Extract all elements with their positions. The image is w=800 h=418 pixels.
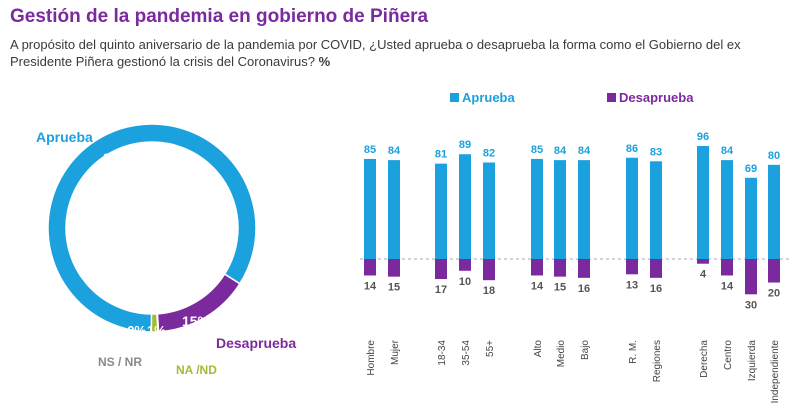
category-label-7: Medio [556, 340, 567, 368]
category-label-4: 35-54 [461, 340, 472, 366]
bar-value-aprueba-9: 86 [626, 143, 638, 155]
pie-category-aprueba: Aprueba [36, 129, 93, 145]
bar-desaprueba-13 [745, 259, 757, 295]
chart-subtitle: A propósito del quinto aniversario de la… [10, 36, 790, 70]
bar-value-aprueba-4: 89 [459, 139, 471, 151]
legend-label-desaprueba: Desaprueba [619, 90, 694, 105]
pie-label-aprueba: 84% [103, 150, 132, 166]
chart-title: Gestión de la pandemia en gobierno de Pi… [10, 6, 429, 27]
category-label-5: 55+ [485, 340, 496, 357]
pie-category-nand: NA /ND [176, 363, 217, 377]
bar-aprueba-5 [483, 162, 495, 259]
bar-desaprueba-7 [554, 259, 566, 277]
category-label-3: 18-34 [437, 340, 448, 366]
bar-value-desaprueba-3: 17 [435, 284, 447, 296]
bar-value-aprueba-11: 96 [697, 131, 709, 143]
bar-value-aprueba-14: 80 [768, 150, 780, 162]
bar-value-desaprueba-10: 16 [650, 283, 662, 295]
bar-aprueba-2 [388, 160, 400, 259]
category-label-14: Independiente [770, 340, 781, 404]
category-label-8: Bajo [580, 340, 591, 360]
bar-value-desaprueba-6: 14 [531, 280, 544, 292]
bar-value-desaprueba-2: 15 [388, 282, 400, 294]
bar-desaprueba-3 [435, 259, 447, 280]
bar-value-aprueba-7: 84 [554, 145, 567, 157]
bar-desaprueba-4 [459, 259, 471, 271]
bar-value-desaprueba-14: 20 [768, 288, 780, 300]
bar-value-desaprueba-12: 14 [721, 280, 734, 292]
legend-swatch-aprueba [450, 93, 459, 102]
bar-aprueba-10 [650, 161, 662, 259]
bar-desaprueba-9 [626, 259, 638, 275]
category-label-6: Alto [533, 340, 544, 358]
bar-value-aprueba-10: 83 [650, 146, 662, 158]
bar-value-aprueba-2: 84 [388, 145, 401, 157]
bar-aprueba-4 [459, 154, 471, 259]
bar-aprueba-13 [745, 177, 757, 259]
pie-category-nsnr: NS / NR [98, 355, 142, 369]
bar-value-desaprueba-8: 16 [578, 283, 590, 295]
bar-desaprueba-8 [578, 259, 590, 278]
bar-desaprueba-11 [697, 259, 709, 264]
bar-value-aprueba-8: 84 [578, 145, 591, 157]
bar-value-aprueba-5: 82 [483, 147, 495, 159]
pie-label-nsnr: 0% [127, 323, 146, 338]
legend-label-aprueba: Aprueba [462, 90, 516, 105]
pie-label-desaprueba: 15% [182, 313, 211, 329]
bar-aprueba-7 [554, 160, 566, 259]
bar-value-desaprueba-1: 14 [364, 280, 377, 292]
bar-aprueba-14 [768, 164, 780, 259]
bar-value-desaprueba-5: 18 [483, 285, 495, 297]
unit-label: % [318, 54, 331, 69]
bar-value-desaprueba-4: 10 [459, 276, 471, 288]
bar-aprueba-6 [531, 158, 543, 259]
bar-desaprueba-1 [364, 259, 376, 276]
bar-aprueba-12 [721, 160, 733, 259]
bar-desaprueba-5 [483, 259, 495, 281]
pie-category-desaprueba: Desaprueba [216, 335, 296, 351]
category-label-10: Regiones [652, 340, 663, 382]
bar-desaprueba-14 [768, 259, 780, 283]
category-label-1: Hombre [366, 340, 377, 376]
bar-desaprueba-12 [721, 259, 733, 276]
legend-swatch-desaprueba [607, 93, 616, 102]
category-label-12: Centro [723, 340, 734, 370]
bar-desaprueba-2 [388, 259, 400, 277]
pie-slice-1 [47, 123, 257, 333]
bar-aprueba-3 [435, 163, 447, 259]
bar-desaprueba-6 [531, 259, 543, 276]
bar-aprueba-9 [626, 157, 638, 259]
bar-value-aprueba-3: 81 [435, 149, 447, 161]
category-label-2: Mujer [390, 339, 401, 365]
bar-aprueba-11 [697, 146, 709, 259]
category-label-13: Izquierda [747, 340, 758, 382]
bar-desaprueba-10 [650, 259, 662, 278]
bar-value-desaprueba-13: 30 [745, 299, 757, 311]
bar-value-aprueba-13: 69 [745, 163, 757, 175]
bar-value-desaprueba-9: 13 [626, 279, 638, 291]
pie-label-nand: 1% [147, 323, 166, 338]
bar-value-desaprueba-7: 15 [554, 282, 566, 294]
pie-slice-4 [150, 313, 159, 333]
bar-value-aprueba-12: 84 [721, 145, 734, 157]
bar-value-desaprueba-11: 4 [700, 269, 707, 281]
category-label-11: Derecha [699, 340, 710, 378]
bar-aprueba-8 [578, 160, 590, 259]
bar-value-aprueba-1: 85 [364, 144, 376, 156]
category-label-9: R. M. [628, 340, 639, 364]
subtitle-text: A propósito del quinto aniversario de la… [10, 37, 741, 69]
bar-value-aprueba-6: 85 [531, 144, 543, 156]
bar-aprueba-1 [364, 158, 376, 259]
